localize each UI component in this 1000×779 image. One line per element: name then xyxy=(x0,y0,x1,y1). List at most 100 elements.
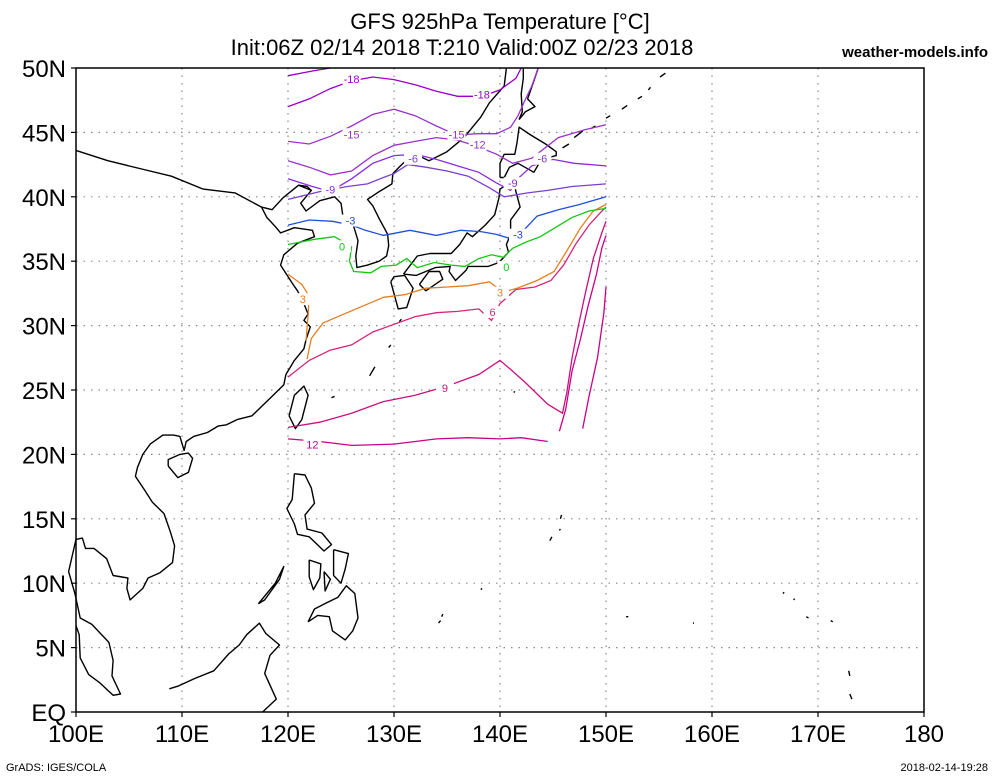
coastline-segment xyxy=(288,385,309,430)
contour-line xyxy=(287,221,607,429)
x-tick-label: 170E xyxy=(790,721,846,748)
contour-label: 0 xyxy=(503,262,509,274)
y-tick-label: 25N xyxy=(22,378,66,405)
coastline-segment xyxy=(637,95,643,100)
coastline-segment xyxy=(75,206,316,601)
contour-label: -6 xyxy=(538,154,548,166)
coastline-segment xyxy=(418,270,444,292)
coastline-segment xyxy=(368,366,376,377)
coastline-segment xyxy=(848,670,851,677)
contour-line xyxy=(287,437,548,447)
contour-label-bg xyxy=(533,152,552,165)
y-tick-label: 45N xyxy=(22,120,66,147)
contour-label: 3 xyxy=(497,288,503,300)
coastline-segment xyxy=(402,179,521,282)
contour-label: 3 xyxy=(300,294,306,306)
temperature-contours xyxy=(287,67,607,447)
contour-label-bg xyxy=(483,306,502,319)
coastline-segment xyxy=(499,126,557,179)
coastline-segment xyxy=(167,452,194,479)
coastline-segment xyxy=(621,104,628,110)
coastline-segment xyxy=(307,585,359,641)
contour-label-bg xyxy=(341,214,360,227)
contour-line xyxy=(558,235,607,432)
coastline-segment xyxy=(398,318,402,323)
y-tick-label: 15N xyxy=(22,507,66,534)
x-tick-label: 130E xyxy=(366,721,422,748)
coastline-segment xyxy=(849,693,853,700)
contour-line xyxy=(582,286,607,429)
contour-label: -15 xyxy=(344,129,360,141)
coastline-segment xyxy=(518,68,524,120)
coastlines xyxy=(67,67,853,713)
contour-label: -6 xyxy=(408,154,418,166)
coastline-segment xyxy=(298,184,312,191)
coastline-segment xyxy=(562,143,570,149)
contour-label: -15 xyxy=(449,129,465,141)
coastline-segment xyxy=(782,591,785,594)
coastline-segment xyxy=(647,86,652,91)
contour-label-bg xyxy=(321,183,340,196)
x-tick-label: 160E xyxy=(684,721,740,748)
contour-line xyxy=(287,67,331,77)
contour-label-bg xyxy=(472,88,491,101)
coastline-segment xyxy=(559,514,563,519)
contour-line xyxy=(287,207,607,274)
contour-label: -9 xyxy=(326,185,336,197)
contour-label-bg xyxy=(503,177,522,190)
contour-label-bg xyxy=(333,240,352,253)
x-tick-label: 100E xyxy=(48,721,104,748)
coastline-segment xyxy=(257,565,285,605)
coastline-segment xyxy=(513,390,516,394)
chart-subtitle: Init:06Z 02/14 2018 T:210 Valid:00Z 02/2… xyxy=(230,35,694,60)
footer-timestamp: 2018-02-14-19:28 xyxy=(900,762,988,774)
coastline-segment xyxy=(390,274,414,310)
coastline-segment xyxy=(558,528,561,531)
chart-title: GFS 925hPa Temperature [°C] xyxy=(350,9,650,34)
contour-line xyxy=(287,67,522,108)
contour-label-bg xyxy=(468,138,487,151)
contour-line xyxy=(287,67,539,145)
x-tick-label: 140E xyxy=(472,721,528,748)
contour-label: -3 xyxy=(513,230,523,242)
axis-ticks: 100E 110E 120E 130E 140E 150E 160E 170E 180 50N 45… xyxy=(22,56,944,748)
coastline-segment xyxy=(659,72,666,78)
coastline-segment xyxy=(331,395,335,399)
x-tick-label: 150E xyxy=(578,721,634,748)
coastline-segment xyxy=(388,344,392,348)
contour-label-bg xyxy=(293,293,312,306)
contour-label-bg xyxy=(404,152,423,165)
coastline-segment xyxy=(549,536,553,542)
footer-left-label: GrADS: IGES/COLA xyxy=(6,762,107,774)
coastline-segment xyxy=(169,622,281,713)
contour-line xyxy=(306,203,607,360)
coastline-segment xyxy=(75,67,508,269)
y-tick-label: 30N xyxy=(22,314,66,341)
contour-label: -18 xyxy=(474,89,490,101)
contour-line xyxy=(287,124,607,176)
contour-label-bg xyxy=(303,438,322,451)
y-tick-label: 20N xyxy=(22,442,66,469)
contour-label: 9 xyxy=(442,383,448,395)
contour-label: -9 xyxy=(508,178,518,190)
contour-label-bg xyxy=(342,128,361,141)
y-tick-label: EQ xyxy=(31,700,66,727)
contour-label: -3 xyxy=(346,216,356,228)
coastline-segment xyxy=(830,619,834,623)
contour-label: 0 xyxy=(339,241,345,253)
coastline-segment xyxy=(441,613,444,617)
coastline-segment xyxy=(308,559,322,591)
x-tick-label: 120E xyxy=(260,721,316,748)
contour-label: 12 xyxy=(306,440,318,452)
coastline-segment xyxy=(437,620,442,624)
contour-label-bg xyxy=(342,72,361,85)
contour-line xyxy=(287,163,607,201)
contour-line xyxy=(287,196,607,239)
contour-label-bg xyxy=(447,128,466,141)
coastline-segment xyxy=(332,549,350,584)
y-tick-label: 5N xyxy=(35,636,66,663)
coastline-segment xyxy=(480,587,483,591)
coastline-segment xyxy=(805,616,809,619)
